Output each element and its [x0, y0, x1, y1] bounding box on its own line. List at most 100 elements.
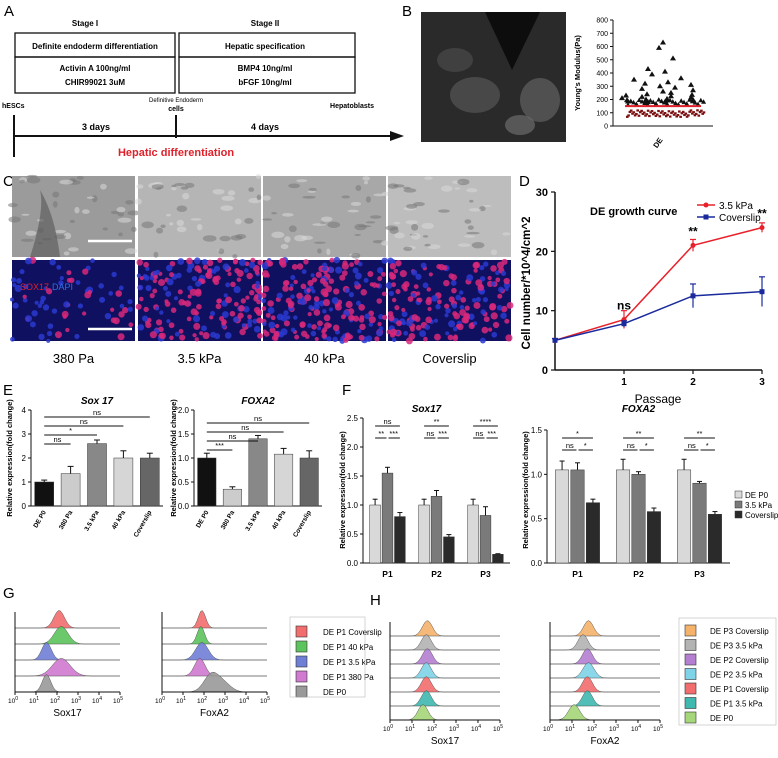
nucleus: [238, 305, 245, 312]
x-tick-label: 103: [218, 696, 228, 705]
nucleus: [452, 326, 458, 332]
nucleus: [425, 298, 432, 306]
x-category-label: Coverslip: [292, 509, 313, 538]
data-point: [667, 97, 673, 103]
data-point: [639, 93, 645, 99]
nucleus: [176, 272, 182, 279]
cell-texture: [21, 213, 30, 216]
data-point-dense: [697, 114, 701, 117]
cell-texture: [271, 211, 277, 215]
x-tick-base: 10: [449, 726, 457, 733]
nucleus: [444, 303, 450, 309]
x-category-label: Coverslip: [133, 509, 154, 538]
nucleus: [473, 301, 481, 309]
data-point: [642, 80, 648, 86]
legend-swatch: [684, 682, 697, 695]
panel-d: D 0 10 20 30 1 2 3 Passage Cell number/*10^4/cm^…: [519, 173, 767, 406]
significance-label: ns: [617, 299, 631, 313]
significance-label: ns: [254, 414, 262, 423]
nucleus: [155, 319, 163, 326]
data-point-dense: [627, 114, 630, 117]
cell-texture: [271, 231, 285, 239]
nucleus: [396, 320, 402, 327]
box1-line1: Activin A 100ng/ml: [60, 64, 131, 73]
modulus-scatter-chart: 0 100 200 300 400 500 600 700 800 Young's Modulus…: [573, 18, 713, 150]
nucleus: [358, 317, 365, 323]
nucleus: [249, 290, 255, 296]
nucleus: [304, 294, 312, 302]
legend-label: Coverslip: [745, 511, 778, 520]
nucleus: [10, 336, 15, 342]
y-axis-label: Relative expression(fold change): [5, 399, 14, 517]
cell-texture: [350, 201, 362, 206]
nucleus: [294, 334, 300, 340]
data-point-dense: [631, 112, 634, 115]
x-tick-label: 103: [71, 696, 81, 705]
nucleus: [438, 263, 445, 271]
nucleus: [186, 316, 192, 322]
x-tick-label: 104: [471, 724, 481, 733]
series-line: [554, 226, 763, 342]
data-point: [670, 55, 676, 61]
cell-texture: [256, 194, 262, 201]
x-tick-label: 104: [92, 696, 102, 705]
y-tick-label: 0: [22, 502, 27, 511]
nucleus: [221, 311, 229, 318]
nucleus: [358, 304, 366, 311]
data-point: [662, 68, 668, 74]
x-tick-base: 10: [197, 698, 205, 705]
nucleus: [333, 256, 341, 264]
data-point-dense: [646, 109, 650, 112]
nucleus: [283, 280, 290, 286]
nucleus: [415, 324, 422, 331]
data-point: [690, 293, 696, 299]
nucleus: [326, 336, 332, 342]
nucleus: [222, 263, 230, 271]
x-category-label: DE: [651, 136, 664, 150]
panel-a: A Stage I Stage II Definite endoderm dif…: [2, 3, 404, 159]
data-point-dense: [680, 112, 684, 115]
cell-texture: [403, 246, 413, 251]
y-tick-label: 600: [596, 44, 608, 51]
nucleus: [387, 257, 394, 264]
nucleus: [223, 293, 228, 298]
data-point-dense: [650, 110, 654, 113]
y-axis-label: Cell number/*10^4/cm^2: [521, 217, 533, 350]
nucleus: [46, 330, 53, 337]
nucleus: [179, 334, 186, 341]
x-category-label: P1: [382, 569, 393, 579]
histogram-peak: [162, 610, 267, 629]
cell-texture: [457, 178, 470, 186]
nucleus: [252, 318, 258, 324]
cell-texture: [176, 226, 187, 233]
x-axis-label: Passage: [635, 392, 682, 406]
x-category-label: DE P0: [195, 509, 211, 529]
data-point: [692, 100, 698, 105]
x-tick-label: 104: [239, 696, 249, 705]
data-point: [619, 95, 625, 101]
legend-box: [678, 617, 777, 726]
significance-label: ns: [80, 417, 88, 426]
data-point-dense: [687, 114, 690, 117]
nucleus: [162, 285, 168, 291]
nucleus: [489, 302, 497, 311]
cell-texture: [369, 215, 382, 219]
x-tick-exponent: 1: [36, 696, 39, 702]
panel-c: C SOX17 DAPI 380 Pa 3.5 kPa 40 kPa Coverslip: [3, 173, 514, 366]
afm-micrograph: [421, 12, 566, 142]
nucleus: [267, 307, 275, 314]
nucleus: [14, 284, 22, 293]
nucleus: [262, 329, 267, 334]
duration-2: 4 days: [251, 122, 279, 132]
cell-texture: [219, 235, 231, 242]
y-tick-label: 2.5: [347, 414, 359, 423]
nucleus: [267, 300, 274, 307]
legend-label: DE P1 3.5 kPa: [323, 658, 376, 667]
nucleus: [427, 306, 432, 312]
x-tick-label: 102: [587, 724, 597, 733]
nucleus: [149, 275, 155, 281]
x-tick-label: 101: [565, 724, 575, 733]
cell-texture: [294, 234, 307, 242]
